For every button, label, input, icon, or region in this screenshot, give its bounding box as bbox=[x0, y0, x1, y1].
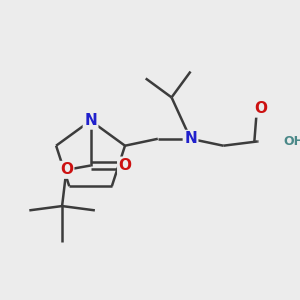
Text: N: N bbox=[84, 113, 97, 128]
Text: O: O bbox=[60, 162, 73, 177]
Text: O: O bbox=[118, 158, 131, 173]
Text: O: O bbox=[254, 101, 267, 116]
Text: N: N bbox=[184, 131, 197, 146]
Text: OH: OH bbox=[284, 135, 300, 148]
